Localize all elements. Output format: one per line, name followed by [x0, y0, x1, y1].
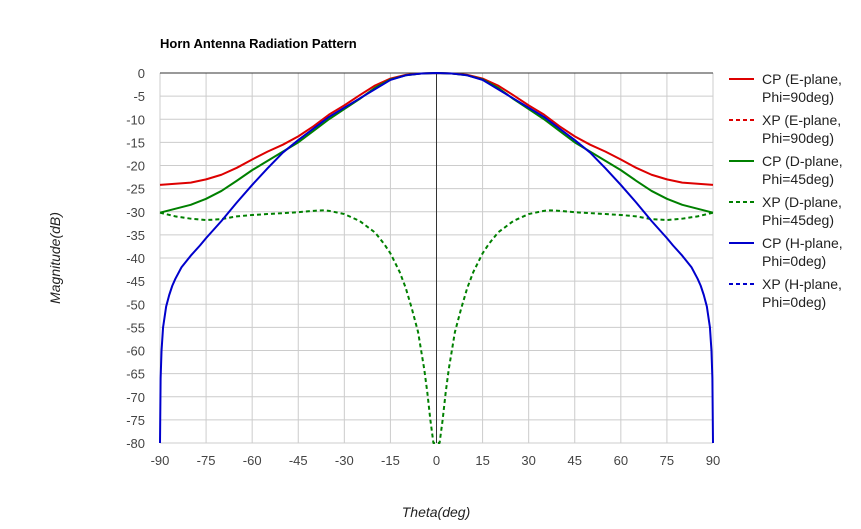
y-tick-label: -75 [126, 413, 145, 428]
legend-label-3-line2: Phi=45deg) [762, 212, 834, 228]
y-tick-label: -55 [126, 320, 145, 335]
legend-label-1: XP (E-plane, [762, 112, 841, 128]
x-tick-label: 75 [660, 453, 674, 468]
x-tick-label: -30 [335, 453, 354, 468]
legend-label-2-line2: Phi=45deg) [762, 171, 834, 187]
x-tick-label: 0 [433, 453, 440, 468]
x-tick-label: -15 [381, 453, 400, 468]
x-tick-label: -75 [197, 453, 216, 468]
y-tick-label: -50 [126, 297, 145, 312]
legend-label-0-line2: Phi=90deg) [762, 89, 834, 105]
legend-label-2: CP (D-plane, [762, 153, 843, 169]
legend-label-4-line2: Phi=0deg) [762, 253, 826, 269]
x-tick-label: -90 [151, 453, 170, 468]
x-axis-title: Theta(deg) [402, 504, 470, 520]
x-tick-label: 90 [706, 453, 720, 468]
y-tick-label: -5 [133, 89, 145, 104]
y-tick-label: -70 [126, 390, 145, 405]
legend-label-0: CP (E-plane, [762, 71, 842, 87]
y-tick-label: -60 [126, 344, 145, 359]
tick-labels: -90 -75 -60 -45 -30 -15 0 15 30 45 60 75 90 0 -5 -10 -15… [126, 66, 720, 468]
y-tick-label: -20 [126, 159, 145, 174]
x-tick-label: 15 [475, 453, 489, 468]
x-tick-label: -45 [289, 453, 308, 468]
y-tick-label: -30 [126, 205, 145, 220]
y-tick-label: -25 [126, 182, 145, 197]
series-line-4 [159, 72, 714, 444]
y-tick-label: -65 [126, 367, 145, 382]
x-tick-label: 30 [521, 453, 535, 468]
plot-series [159, 72, 714, 444]
y-tick-label: -35 [126, 228, 145, 243]
legend-label-5: XP (H-plane, [762, 276, 842, 292]
y-tick-label: -80 [126, 436, 145, 451]
legend-label-5-line2: Phi=0deg) [762, 294, 826, 310]
legend-label-1-line2: Phi=90deg) [762, 130, 834, 146]
x-tick-label: 45 [568, 453, 582, 468]
x-tick-label: -60 [243, 453, 262, 468]
y-axis-title: Magnitude(dB) [47, 212, 63, 304]
y-tick-label: -15 [126, 135, 145, 150]
legend: CP (E-plane, Phi=90deg) XP (E-plane, Phi=90… [729, 71, 843, 310]
legend-label-4: CP (H-plane, [762, 235, 843, 251]
chart-title: Horn Antenna Radiation Pattern [160, 36, 357, 51]
y-tick-label: -45 [126, 274, 145, 289]
legend-label-3: XP (D-plane, [762, 194, 842, 210]
x-tick-label: 60 [614, 453, 628, 468]
y-tick-label: -10 [126, 112, 145, 127]
y-tick-label: 0 [138, 66, 145, 81]
y-tick-label: -40 [126, 251, 145, 266]
